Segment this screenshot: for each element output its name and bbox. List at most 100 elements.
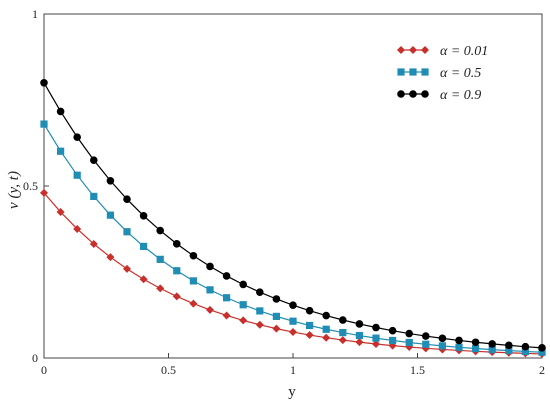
data-point [255, 320, 264, 329]
legend-item: α = 0.01 [397, 44, 488, 59]
data-point [538, 348, 546, 356]
x-tick-label: 2 [539, 363, 545, 377]
series-circle [40, 79, 546, 352]
data-point [239, 280, 247, 289]
data-point [339, 316, 347, 324]
legend-marker [421, 46, 429, 54]
data-point [239, 301, 247, 309]
data-point [156, 226, 165, 235]
legend-marker [397, 68, 405, 76]
data-point [338, 336, 347, 345]
data-point [421, 332, 430, 340]
data-point [505, 341, 513, 350]
data-point [488, 340, 497, 348]
series-diamond [40, 188, 546, 358]
data-point [272, 295, 281, 303]
data-point [73, 224, 82, 233]
data-point [123, 195, 131, 204]
legend-marker [409, 68, 417, 76]
data-point [40, 188, 48, 197]
legend-item: α = 0.9 [397, 88, 481, 103]
data-point [372, 334, 380, 342]
legend-label: α = 0.9 [440, 88, 481, 103]
data-point [389, 336, 397, 345]
data-point [455, 343, 463, 351]
data-point [206, 305, 215, 314]
data-point [206, 286, 214, 294]
data-point [222, 272, 231, 280]
data-point [455, 336, 463, 345]
data-point [305, 331, 314, 340]
data-point [73, 133, 81, 141]
legend-marker [397, 90, 405, 98]
x-tick-label: 1.5 [410, 363, 425, 377]
legend-marker [421, 68, 429, 76]
legend: α = 0.01 α = 0.5 α = 0.9 [397, 44, 488, 103]
legend-label: α = 0.01 [440, 44, 488, 59]
data-point [355, 331, 364, 340]
legend-marker [421, 90, 429, 98]
series-layer [40, 79, 546, 358]
data-point [521, 342, 530, 351]
data-point [471, 338, 480, 347]
x-tick-label: 1 [290, 363, 296, 377]
series-square [40, 120, 546, 356]
data-point [339, 328, 347, 337]
data-point [73, 171, 81, 179]
data-point [289, 328, 297, 337]
data-point [371, 339, 380, 348]
data-point [140, 242, 148, 250]
data-point [56, 208, 65, 217]
data-point [156, 284, 165, 293]
data-point [90, 156, 98, 164]
data-point [538, 344, 546, 352]
data-point [505, 346, 513, 355]
x-tick-label: 0 [41, 363, 47, 377]
legend-marker [409, 46, 417, 54]
data-point [172, 292, 181, 301]
data-point [289, 301, 297, 309]
data-point [322, 311, 330, 320]
data-point [57, 147, 65, 155]
data-point [89, 239, 98, 248]
data-point [189, 299, 198, 308]
y-tick-label: 1 [32, 7, 38, 21]
data-point [239, 316, 248, 325]
data-point [289, 317, 297, 325]
data-point [90, 192, 98, 201]
legend-marker [397, 46, 405, 54]
data-point [488, 346, 496, 354]
data-point [106, 176, 115, 185]
y-tick-label: 0 [32, 351, 38, 365]
data-point [405, 329, 414, 338]
legend-marker [409, 90, 417, 98]
data-point [189, 251, 198, 260]
x-tick-label: 0.5 [161, 363, 176, 377]
data-point [222, 311, 231, 320]
data-point [139, 211, 148, 220]
data-point [405, 338, 413, 347]
data-point [272, 324, 281, 333]
data-point [172, 240, 181, 248]
data-point [355, 320, 364, 328]
data-point [305, 306, 314, 315]
data-point [256, 307, 264, 315]
data-point [40, 120, 48, 128]
data-point [306, 321, 314, 330]
data-point [521, 347, 529, 356]
data-point [322, 333, 331, 342]
data-point [222, 294, 231, 302]
y-tick-label: 0.5 [23, 179, 38, 193]
data-point [372, 323, 380, 332]
data-point [122, 264, 131, 273]
data-point [272, 312, 280, 320]
data-point [388, 326, 397, 335]
data-point [139, 275, 148, 284]
x-axis-label: y [288, 384, 296, 400]
data-point [438, 342, 446, 350]
data-point [40, 79, 48, 87]
y-axis-label: v (y, t) [6, 171, 22, 209]
data-point [106, 253, 115, 262]
data-point [106, 211, 115, 219]
